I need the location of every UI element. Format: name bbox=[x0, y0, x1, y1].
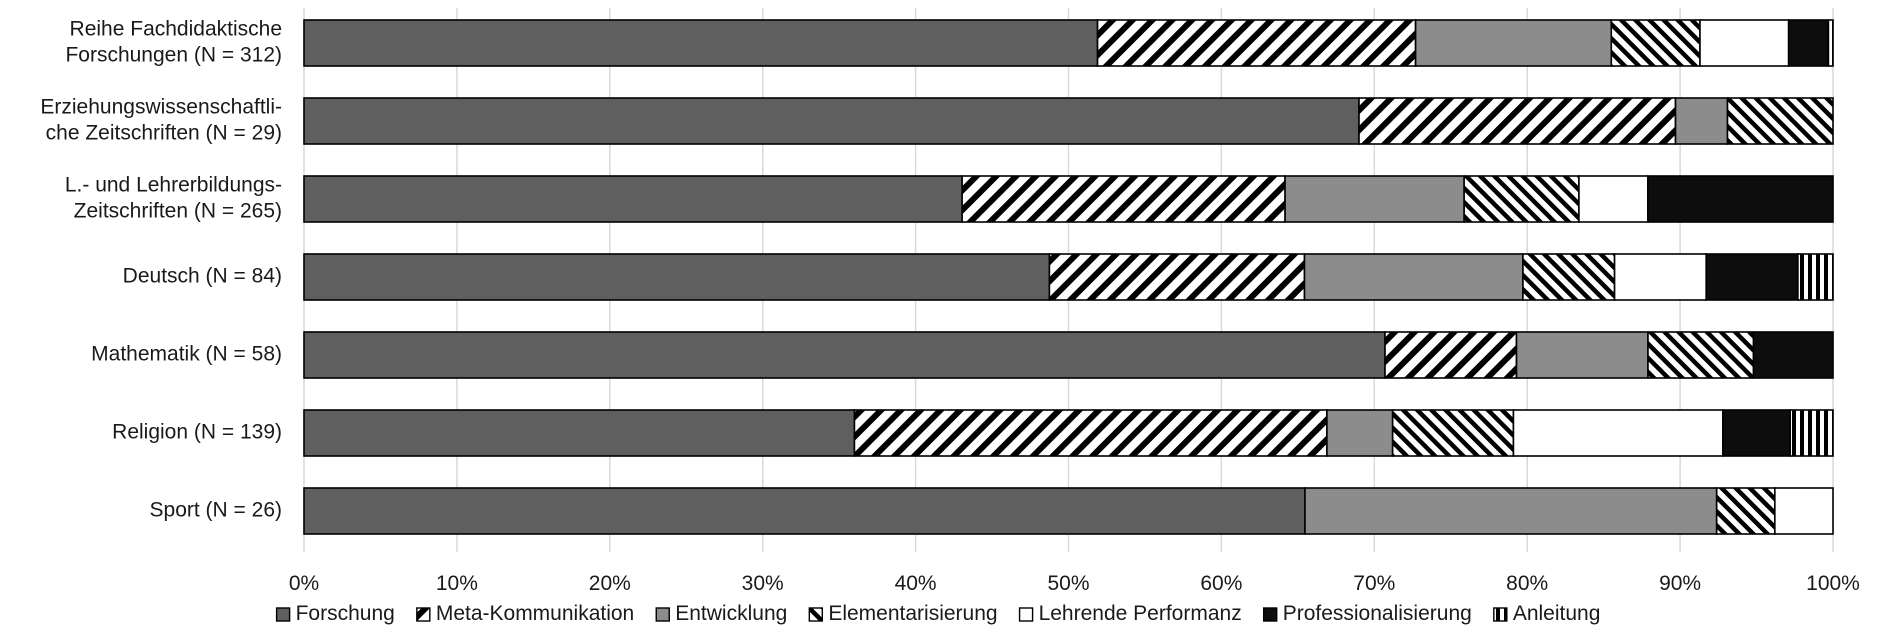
bar-segment-forschung bbox=[303, 19, 1099, 67]
bar-segment-elementarisierung bbox=[1647, 331, 1755, 379]
legend-label: Forschung bbox=[296, 602, 395, 625]
x-tick-label: 70% bbox=[1353, 572, 1395, 595]
bar-segment-elementarisierung bbox=[1463, 175, 1580, 223]
bar-segment-anleitung bbox=[1789, 409, 1834, 457]
x-axis-ticks: 0% 10% 20% 30% 40% 50% 60% 70% 80% 90% 100% bbox=[289, 572, 1860, 595]
x-tick-label: 50% bbox=[1047, 572, 1089, 595]
category-label: L.- und Lehrerbildungs- bbox=[65, 174, 282, 197]
bar-segment-forschung bbox=[303, 253, 1051, 301]
category-label: Sport (N = 26) bbox=[150, 499, 282, 522]
legend-swatch bbox=[1018, 607, 1034, 622]
legend-label: Professionalisierung bbox=[1283, 602, 1472, 625]
bar-segment-forschung bbox=[303, 97, 1360, 145]
legend-swatch bbox=[1263, 607, 1278, 622]
bar-segment-meta-kommunikation bbox=[1048, 253, 1306, 301]
bar-segment-forschung bbox=[303, 175, 963, 223]
legend-label: Elementarisierung bbox=[828, 602, 997, 625]
legend-item: Elementarisierung bbox=[808, 602, 998, 625]
category-label: Forschungen (N = 312) bbox=[65, 44, 282, 67]
bar-segment-lehrende-performanz bbox=[1699, 19, 1790, 67]
bar-segment-entwicklung bbox=[1515, 331, 1649, 379]
x-tick-label: 10% bbox=[436, 572, 478, 595]
bar-segment-forschung bbox=[303, 487, 1306, 535]
x-tick-label: 80% bbox=[1506, 572, 1548, 595]
category-label: Deutsch (N = 84) bbox=[123, 265, 282, 288]
bar-segment-lehrende-performanz bbox=[1512, 409, 1724, 457]
category-label: Zeitschriften (N = 265) bbox=[74, 200, 282, 223]
bar-segment-entwicklung bbox=[1414, 19, 1613, 67]
category-label: Reihe Fachdidaktische bbox=[70, 18, 282, 41]
bar-segment-professionalisierung bbox=[1647, 175, 1834, 223]
bars bbox=[303, 19, 1834, 535]
bar-segment-entwicklung bbox=[1326, 409, 1394, 457]
bar-segment-meta-kommunikation bbox=[961, 175, 1286, 223]
bar-segment-professionalisierung bbox=[1722, 409, 1791, 457]
legend-swatch bbox=[275, 607, 291, 622]
bar-segment-entwicklung bbox=[1304, 487, 1718, 535]
legend-item: Anleitung bbox=[1493, 602, 1601, 625]
bar-segment-elementarisierung bbox=[1522, 253, 1616, 301]
x-tick-label: 20% bbox=[589, 572, 631, 595]
bar-segment-lehrende-performanz bbox=[1774, 487, 1834, 535]
bar-segment-elementarisierung bbox=[1610, 19, 1701, 67]
bar-segment-meta-kommunikation bbox=[853, 409, 1328, 457]
legend-label: Meta-Kommunikation bbox=[436, 602, 634, 625]
x-tick-label: 40% bbox=[895, 572, 937, 595]
bar-segment-elementarisierung bbox=[1726, 97, 1834, 145]
legend-swatch bbox=[655, 607, 670, 622]
x-tick-label: 0% bbox=[289, 572, 319, 595]
category-label: Mathematik (N = 58) bbox=[91, 343, 282, 366]
legend-item: Entwicklung bbox=[655, 602, 787, 625]
x-tick-label: 60% bbox=[1200, 572, 1242, 595]
bar-segment-meta-kommunikation bbox=[1358, 97, 1677, 145]
bar-segment-elementarisierung bbox=[1391, 409, 1515, 457]
x-tick-label: 30% bbox=[742, 572, 784, 595]
legend-label: Lehrende Performanz bbox=[1039, 602, 1242, 625]
bar-segment-professionalisierung bbox=[1705, 253, 1799, 301]
legend-swatch bbox=[416, 607, 431, 622]
bar-segment-forschung bbox=[303, 409, 856, 457]
bar-segment-professionalisierung bbox=[1787, 19, 1830, 67]
legend-swatch bbox=[1493, 607, 1508, 622]
bar-segment-entwicklung bbox=[1303, 253, 1524, 301]
x-tick-label: 90% bbox=[1659, 572, 1701, 595]
bar-segment-meta-kommunikation bbox=[1384, 331, 1518, 379]
category-label: Erziehungswissenschaftli- bbox=[40, 96, 282, 119]
bar-segment-entwicklung bbox=[1674, 97, 1729, 145]
legend-item: Meta-Kommunikation bbox=[416, 602, 634, 625]
category-labels: Reihe Fachdidaktische Forschungen (N = 31… bbox=[40, 18, 282, 522]
bar-segment-meta-kommunikation bbox=[1096, 19, 1417, 67]
bar-segment-professionalisierung bbox=[1752, 331, 1834, 379]
legend-item: Professionalisierung bbox=[1263, 602, 1472, 625]
legend-label: Anleitung bbox=[1513, 602, 1601, 625]
bar-segment-lehrende-performanz bbox=[1613, 253, 1708, 301]
legend-swatch bbox=[808, 607, 824, 622]
bar-segment-anleitung bbox=[1827, 19, 1834, 67]
bar-segment-entwicklung bbox=[1284, 175, 1465, 223]
category-label: Religion (N = 139) bbox=[112, 421, 282, 444]
bar-segment-elementarisierung bbox=[1715, 487, 1776, 535]
bar-segment-forschung bbox=[303, 331, 1386, 379]
bar-segment-lehrende-performanz bbox=[1578, 175, 1649, 223]
x-tick-label: 100% bbox=[1806, 572, 1860, 595]
category-label: che Zeitschriften (N = 29) bbox=[46, 122, 282, 145]
legend-item: Lehrende Performanz bbox=[1018, 602, 1242, 625]
legend-label: Entwicklung bbox=[675, 602, 787, 625]
bar-segment-anleitung bbox=[1797, 253, 1834, 301]
legend-item: Forschung bbox=[275, 602, 395, 625]
legend: Forschung Meta-Kommunikation Entwicklung El… bbox=[275, 602, 1601, 625]
